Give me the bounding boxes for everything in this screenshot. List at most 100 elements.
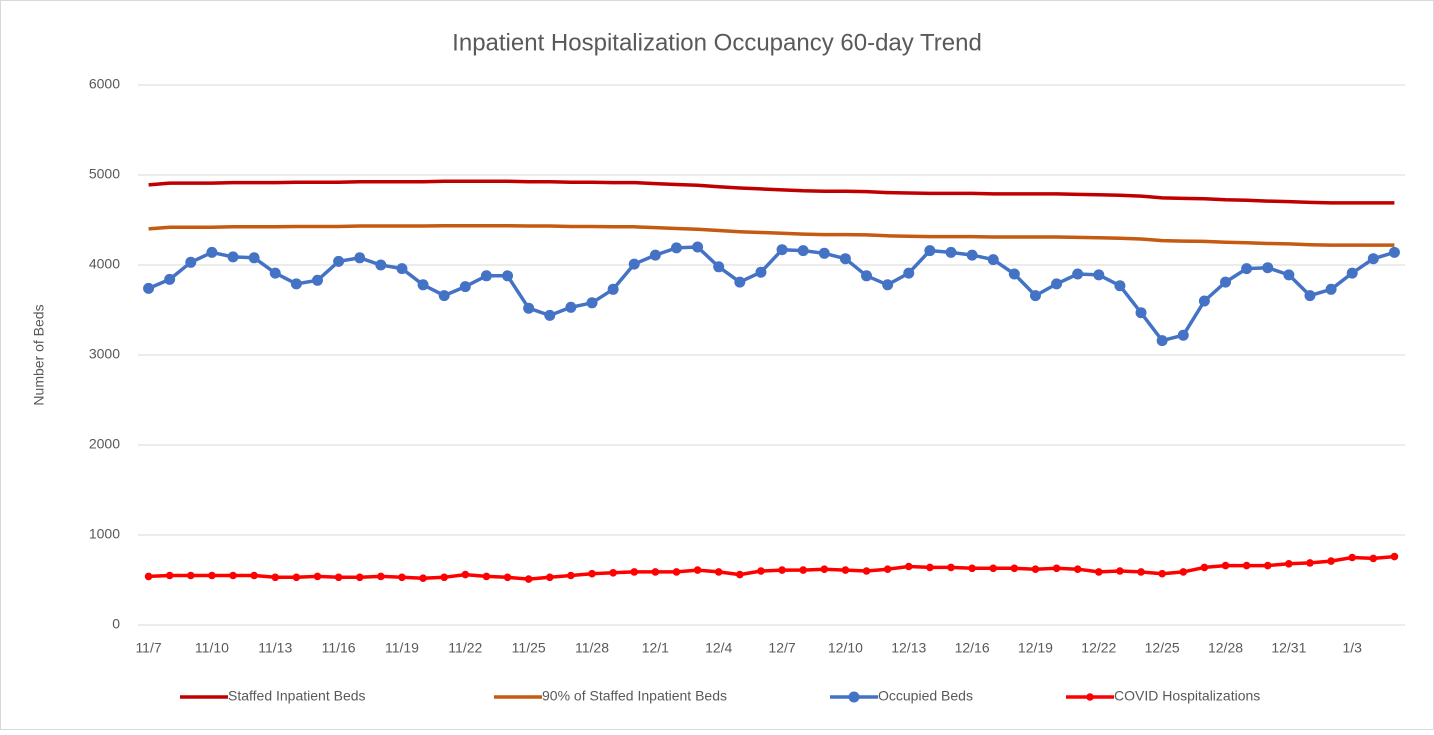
point bbox=[355, 573, 364, 582]
point bbox=[861, 270, 873, 282]
point bbox=[841, 566, 850, 574]
x-tick-label: 12/16 bbox=[955, 640, 990, 656]
point bbox=[185, 256, 197, 268]
point bbox=[290, 278, 302, 290]
point bbox=[903, 267, 915, 279]
point bbox=[586, 297, 598, 309]
point bbox=[607, 283, 619, 295]
y-tick-label: 0 bbox=[112, 616, 120, 632]
point bbox=[1388, 246, 1400, 258]
point bbox=[1179, 568, 1188, 576]
x-tick-label: 11/16 bbox=[322, 640, 356, 656]
point bbox=[165, 571, 174, 580]
legend-marker bbox=[848, 691, 860, 703]
point bbox=[1263, 561, 1272, 570]
legend-label: 90% of Staffed Inpatient Beds bbox=[542, 688, 727, 704]
point bbox=[883, 565, 892, 573]
point bbox=[229, 571, 237, 580]
point bbox=[186, 571, 195, 580]
x-tick-label: 1/3 bbox=[1342, 640, 1362, 656]
x-tick-label: 12/7 bbox=[768, 640, 795, 656]
x-tick-label: 12/13 bbox=[891, 640, 926, 656]
point bbox=[904, 562, 913, 571]
point bbox=[1093, 269, 1105, 281]
series-line bbox=[148, 179, 1395, 205]
point bbox=[1367, 253, 1379, 265]
point bbox=[482, 572, 491, 581]
point bbox=[419, 574, 427, 582]
point bbox=[797, 245, 809, 257]
x-tick-label: 12/10 bbox=[828, 640, 863, 656]
point bbox=[1348, 553, 1357, 562]
point bbox=[523, 302, 535, 314]
x-tick-label: 12/28 bbox=[1208, 640, 1243, 656]
x-tick-label: 12/19 bbox=[1018, 640, 1053, 656]
point bbox=[713, 261, 725, 273]
point bbox=[227, 251, 239, 263]
point bbox=[987, 254, 999, 266]
point bbox=[1327, 557, 1335, 565]
x-tick-label: 11/25 bbox=[512, 640, 546, 656]
point bbox=[968, 564, 976, 573]
point bbox=[989, 564, 998, 573]
point bbox=[1008, 268, 1020, 280]
point bbox=[818, 247, 830, 259]
point bbox=[966, 249, 978, 261]
point bbox=[947, 563, 955, 572]
point bbox=[1010, 564, 1019, 573]
point bbox=[1306, 559, 1314, 567]
point bbox=[292, 573, 301, 582]
point bbox=[820, 565, 829, 573]
point bbox=[1304, 290, 1316, 302]
point bbox=[1031, 565, 1040, 573]
point bbox=[839, 253, 851, 265]
point bbox=[1095, 568, 1103, 576]
point bbox=[672, 568, 681, 576]
point bbox=[143, 282, 155, 294]
point bbox=[1052, 564, 1061, 573]
x-tick-label: 12/22 bbox=[1081, 640, 1116, 656]
x-tick-label: 12/31 bbox=[1271, 640, 1306, 656]
point bbox=[1369, 554, 1378, 563]
point bbox=[440, 573, 448, 582]
point bbox=[651, 568, 660, 576]
point bbox=[502, 270, 514, 282]
point bbox=[799, 566, 807, 574]
point bbox=[670, 242, 682, 254]
point bbox=[757, 567, 765, 575]
point bbox=[778, 566, 786, 574]
point bbox=[1114, 280, 1126, 292]
point bbox=[882, 279, 894, 291]
chart-title: Inpatient Hospitalization Occupancy 60-d… bbox=[452, 29, 982, 56]
point bbox=[545, 573, 554, 582]
point bbox=[144, 572, 153, 581]
point bbox=[628, 258, 640, 270]
point bbox=[714, 568, 723, 576]
point bbox=[926, 563, 934, 572]
point bbox=[398, 573, 406, 582]
y-tick-label: 1000 bbox=[89, 526, 120, 542]
point bbox=[1346, 267, 1358, 279]
point bbox=[1221, 561, 1230, 570]
point bbox=[164, 273, 176, 285]
y-tick-label: 3000 bbox=[89, 346, 120, 362]
legend-label: COVID Hospitalizations bbox=[1114, 688, 1260, 704]
legend-marker bbox=[1086, 693, 1094, 701]
point bbox=[334, 573, 343, 582]
point bbox=[1220, 276, 1232, 288]
x-tick-label: 11/10 bbox=[195, 640, 229, 656]
x-tick-label: 11/13 bbox=[258, 640, 292, 656]
point bbox=[248, 252, 260, 264]
point bbox=[736, 570, 744, 579]
point bbox=[734, 276, 746, 288]
point bbox=[755, 266, 767, 278]
point bbox=[649, 249, 661, 261]
point bbox=[692, 241, 704, 253]
legend-label: Staffed Inpatient Beds bbox=[228, 688, 366, 704]
point bbox=[1262, 262, 1274, 274]
point bbox=[1135, 307, 1147, 319]
point bbox=[208, 571, 216, 580]
point bbox=[1156, 335, 1168, 347]
x-tick-label: 11/7 bbox=[135, 640, 161, 656]
